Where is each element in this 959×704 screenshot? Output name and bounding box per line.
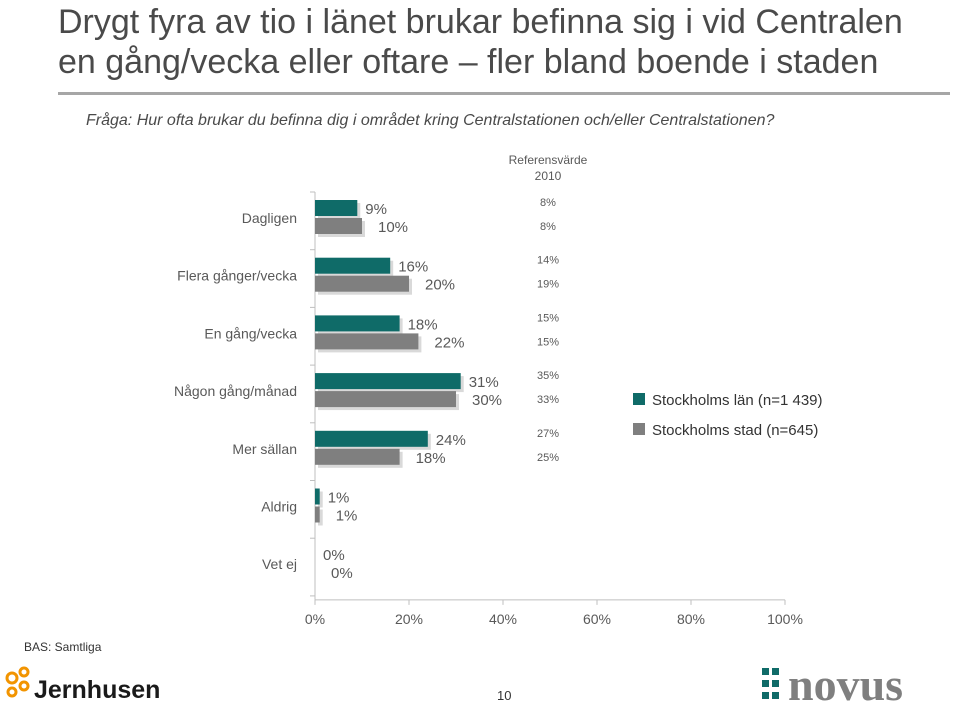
x-tick-label: 40%: [489, 611, 517, 627]
reference-value: 15%: [537, 312, 559, 324]
category-label: Någon gång/månad: [174, 383, 297, 399]
bar-stad: [315, 218, 362, 234]
reference-value: 8%: [540, 221, 556, 233]
reference-value: 14%: [537, 255, 559, 267]
legend-swatch: [633, 393, 645, 405]
bar-stad: [315, 506, 320, 523]
x-tick-label: 0%: [305, 611, 325, 627]
data-label: 16%: [398, 259, 428, 276]
bar-lan: [315, 200, 358, 216]
reference-value: 19%: [537, 279, 559, 291]
data-label: 9%: [365, 201, 387, 218]
data-label: 1%: [328, 490, 350, 507]
data-label: 22%: [434, 334, 464, 351]
x-tick-label: 100%: [767, 611, 803, 627]
bar-shadow: [318, 491, 323, 508]
x-tick-label: 20%: [395, 611, 423, 627]
data-label: 30%: [472, 392, 502, 409]
page-number: 10: [497, 688, 512, 703]
reference-year: 2010: [535, 169, 562, 183]
reference-value: 8%: [540, 197, 556, 209]
data-label: 31%: [469, 374, 499, 391]
reference-value: 25%: [537, 452, 559, 464]
title-line-2: en gång/vecka eller oftare – fler bland …: [58, 43, 879, 81]
x-tick-label: 60%: [583, 611, 611, 627]
category-label: Vet ej: [262, 556, 297, 572]
title-line-1: Drygt fyra av tio i länet brukar befinna…: [58, 3, 903, 41]
category-label: Dagligen: [242, 210, 297, 226]
data-label: 0%: [331, 565, 353, 582]
jernhusen-logo-text: Jernhusen: [34, 676, 160, 704]
data-label: 0%: [323, 547, 345, 564]
base-label: BAS: Samtliga: [24, 640, 102, 654]
bar-lan: [315, 430, 428, 447]
reference-value: 35%: [537, 370, 559, 382]
data-label: 24%: [436, 432, 466, 449]
legend-swatch: [633, 423, 645, 435]
page-title: Drygt fyra av tio i länet brukar befinna…: [58, 2, 938, 82]
jernhusen-logo: Jernhusen: [5, 666, 160, 704]
legend-label: Stockholms stad (n=645): [652, 422, 818, 439]
novus-logo: novus: [762, 660, 903, 704]
survey-question: Fråga: Hur ofta brukar du befinna dig i …: [86, 112, 775, 129]
category-label: En gång/vecka: [204, 325, 297, 341]
title-divider: [58, 92, 950, 95]
bar-lan: [315, 488, 320, 505]
bar-lan: [315, 257, 391, 274]
category-label: Aldrig: [261, 499, 297, 515]
bar-shadow: [318, 509, 323, 526]
bar-lan: [315, 373, 461, 390]
x-tick-label: 80%: [677, 611, 705, 627]
data-label: 20%: [425, 277, 455, 294]
bar-stad: [315, 448, 400, 465]
data-label: 10%: [378, 219, 408, 236]
bar-lan: [315, 315, 400, 332]
category-label: Flera gånger/vecka: [177, 268, 297, 284]
novus-logo-text: novus: [788, 660, 903, 704]
legend-label: Stockholms län (n=1 439): [652, 392, 823, 409]
bar-stad: [315, 275, 409, 292]
data-label: 18%: [408, 316, 438, 333]
reference-title: Referensvärde: [509, 153, 588, 167]
reference-value: 33%: [537, 394, 559, 406]
bar-stad: [315, 333, 419, 350]
data-label: 1%: [336, 508, 358, 525]
reference-value: 27%: [537, 428, 559, 440]
category-label: Mer sällan: [232, 441, 297, 457]
reference-value: 15%: [537, 336, 559, 348]
data-label: 18%: [416, 450, 446, 467]
bar-stad: [315, 391, 456, 408]
